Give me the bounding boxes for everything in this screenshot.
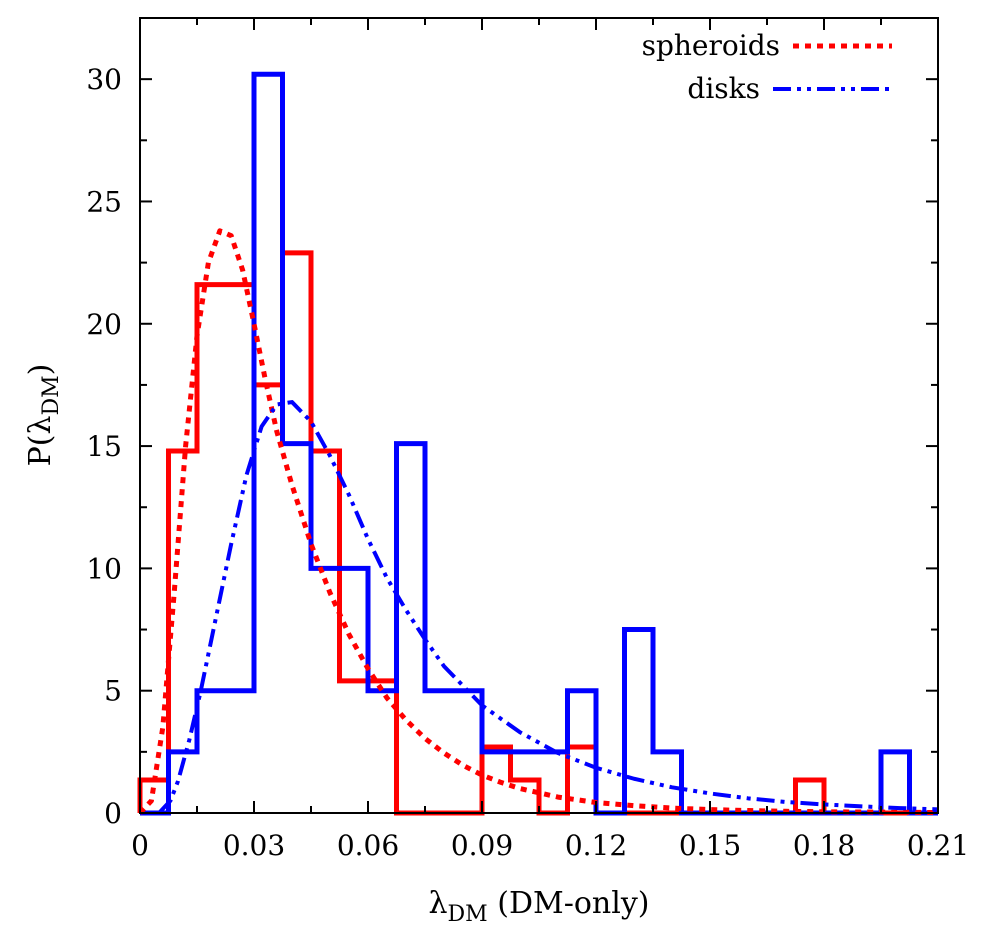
y-tick-label: 25 xyxy=(86,185,122,218)
histogram-steps xyxy=(137,71,938,816)
x-tick-label: 0.06 xyxy=(337,829,399,862)
y-axis-label: P(λDM) xyxy=(23,364,64,467)
x-tick-label: 0.18 xyxy=(793,829,855,862)
histogram-disks xyxy=(140,71,938,816)
y-tick-label: 5 xyxy=(104,675,122,708)
legend-label-disks: disks xyxy=(687,72,760,105)
y-tick-label: 0 xyxy=(104,797,122,830)
fit-curve-disks xyxy=(157,400,939,815)
y-tick-label: 15 xyxy=(86,430,122,463)
x-tick-label: 0.09 xyxy=(451,829,513,862)
plot-frame xyxy=(139,17,939,814)
legend: spheroids disks xyxy=(642,29,892,105)
legend-label-spheroids: spheroids xyxy=(642,29,780,62)
fit-curve-spheroids xyxy=(138,228,939,816)
y-tick-label: 10 xyxy=(86,552,122,585)
x-tick-label: 0.03 xyxy=(223,829,285,862)
histogram-spheroids xyxy=(137,250,938,816)
axis-ticks: 0 0.03 0.06 0.09 0.12 0.15 0.18 0.21 0 5 10 15 20 25 3… xyxy=(86,18,969,862)
x-tick-label: 0.15 xyxy=(679,829,741,862)
fit-curves xyxy=(138,228,939,816)
y-tick-label: 20 xyxy=(86,308,122,341)
y-tick-label: 30 xyxy=(86,63,122,96)
x-tick-label: 0.12 xyxy=(565,829,627,862)
x-tick-label: 0.21 xyxy=(907,829,969,862)
x-axis-label: λDM (DM-only) xyxy=(429,886,650,927)
x-tick-label: 0 xyxy=(131,829,149,862)
